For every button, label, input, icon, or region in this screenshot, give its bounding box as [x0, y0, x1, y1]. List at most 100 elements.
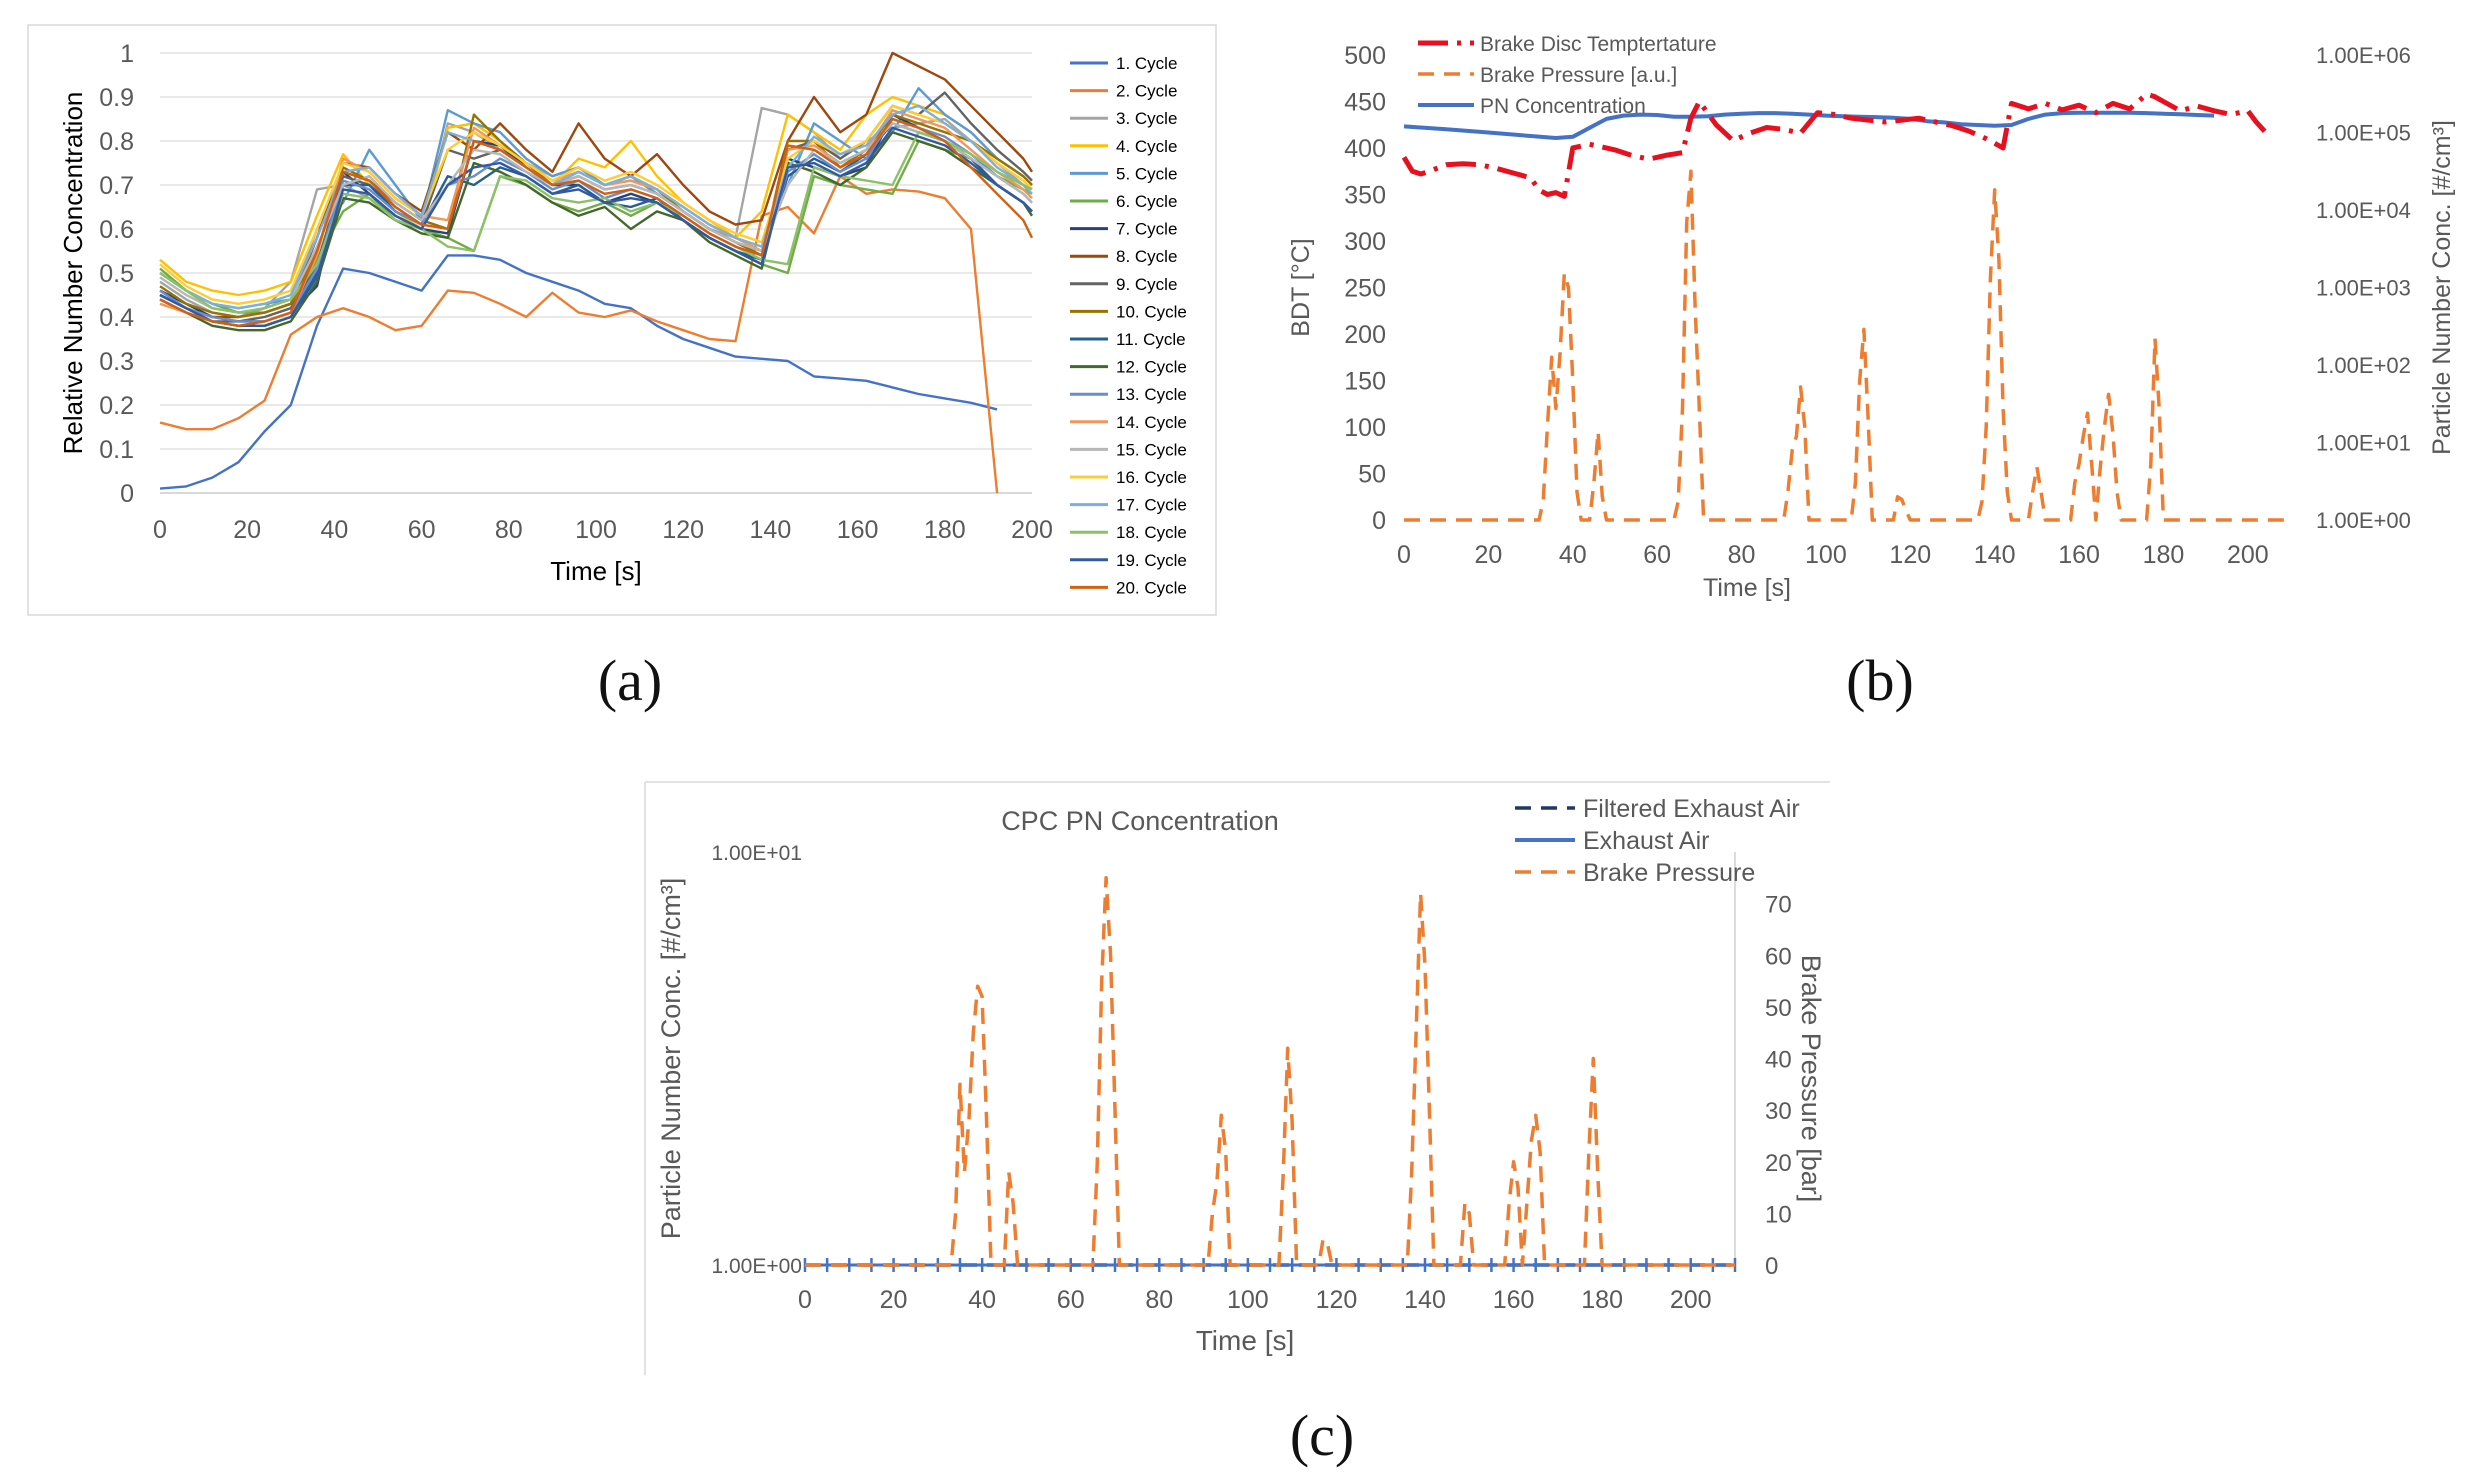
a-legend-label-9: 9. Cycle [1116, 275, 1177, 294]
b-y2-tick-label: 1.00E+04 [2316, 198, 2411, 223]
a-series-line-17 [159, 104, 1033, 310]
c-y2-tick-label: 70 [1765, 892, 1792, 919]
chart-c: CPC PN Concentration 1.00E+00 1.00E+01 0 10 2… [656, 795, 1826, 1356]
a-y-tick-label: 0 [120, 480, 134, 508]
a-series-line-1 [159, 254, 998, 490]
b-legend-label-2: Brake Pressure [a.u.] [1480, 64, 1677, 87]
c-legend-label-2: Exhaust Air [1583, 827, 1709, 855]
a-series-line-16 [159, 104, 1033, 305]
a-legend-label-6: 6. Cycle [1116, 192, 1177, 211]
a-y-tick-label: 0.3 [99, 348, 134, 376]
a-x-axis-label: Time [s] [550, 556, 641, 586]
a-legend-label-16: 16. Cycle [1116, 468, 1187, 487]
b-y-tick-label: 100 [1344, 414, 1386, 442]
c-y2-tick-label: 10 [1765, 1201, 1792, 1228]
a-x-tick-label: 20 [233, 516, 261, 544]
b-y-tick-label: 150 [1344, 368, 1386, 396]
a-x-tick-label: 100 [575, 516, 617, 544]
a-y-tick-label: 0.1 [99, 436, 134, 464]
c-x-tick-label: 200 [1670, 1286, 1712, 1314]
a-y-tick-label: 0.2 [99, 392, 134, 420]
a-series-line-15 [159, 122, 1033, 314]
b-x-tick-label: 120 [1889, 541, 1931, 569]
b-y2-tick-label: 1.00E+02 [2316, 353, 2411, 378]
a-x-tick-label: 180 [924, 516, 966, 544]
b-x-tick-label: 160 [2058, 541, 2100, 569]
c-y2-tick-label: 0 [1765, 1253, 1778, 1280]
b-y-tick-label: 300 [1344, 228, 1386, 256]
b-y2-tick-label: 1.00E+06 [2316, 43, 2411, 68]
c-y2-tick-label: 40 [1765, 1047, 1792, 1074]
a-x-tick-label: 60 [408, 516, 436, 544]
a-y-axis-label: Relative Number Concentration [58, 92, 88, 455]
a-series-line-18 [159, 130, 1033, 314]
b-x-tick-label: 180 [2143, 541, 2185, 569]
b-y-tick-label: 250 [1344, 275, 1386, 303]
a-legend-label-10: 10. Cycle [1116, 302, 1187, 321]
c-x-tick-label: 120 [1316, 1286, 1358, 1314]
a-series-line-20 [159, 117, 1034, 327]
a-series-line-19 [159, 126, 1033, 327]
c-x-tick-label: 180 [1581, 1286, 1623, 1314]
a-legend-label-12: 12. Cycle [1116, 358, 1187, 377]
a-y-tick-label: 0.5 [99, 260, 134, 288]
a-x-tick-label: 140 [750, 516, 792, 544]
a-x-tick-label: 200 [1011, 516, 1053, 544]
a-legend-label-18: 18. Cycle [1116, 523, 1187, 542]
b-y-axis-label: BDT [°C] [1287, 238, 1315, 336]
b-y-tick-label: 500 [1344, 42, 1386, 70]
c-series-line-3 [805, 876, 1735, 1267]
a-y-tick-label: 0.8 [99, 128, 134, 156]
c-y2-tick-label: 20 [1765, 1150, 1792, 1177]
a-legend-label-19: 19. Cycle [1116, 551, 1187, 570]
a-legend-label-14: 14. Cycle [1116, 413, 1187, 432]
b-y2-tick-label: 1.00E+01 [2316, 431, 2411, 456]
c-legend-label-1: Filtered Exhaust Air [1583, 795, 1800, 823]
b-y-tick-label: 200 [1344, 321, 1386, 349]
b-x-tick-label: 0 [1397, 541, 1411, 569]
c-y2-tick-label: 50 [1765, 995, 1792, 1022]
a-legend-label-13: 13. Cycle [1116, 385, 1187, 404]
c-y2-axis-label: Brake Pressure [bar] [1796, 955, 1826, 1203]
c-x-tick-label: 80 [1145, 1286, 1173, 1314]
b-x-tick-label: 20 [1474, 541, 1502, 569]
b-x-tick-label: 80 [1728, 541, 1756, 569]
c-x-tick-label: 20 [880, 1286, 908, 1314]
b-y-tick-label: 50 [1358, 461, 1386, 489]
a-legend-label-15: 15. Cycle [1116, 440, 1187, 459]
b-x-tick-label: 40 [1559, 541, 1587, 569]
b-y-tick-label: 0 [1372, 507, 1386, 535]
a-y-tick-label: 1 [120, 40, 134, 68]
c-y-tick-label: 1.00E+00 [711, 1255, 802, 1278]
a-series-line-4 [159, 95, 1033, 297]
a-legend-label-11: 11. Cycle [1116, 330, 1186, 349]
b-legend-label-1: Brake Disc Temptertature [1480, 33, 1717, 56]
b-y2-tick-label: 1.00E+03 [2316, 276, 2411, 301]
b-series-line-1 [1401, 91, 2267, 199]
a-legend-label-1: 1. Cycle [1116, 54, 1177, 73]
a-y-tick-label: 0.9 [99, 84, 134, 112]
a-x-tick-label: 40 [320, 516, 348, 544]
caption-b: (b) [1846, 648, 1914, 713]
b-y2-axis-label: Particle Number Conc. [#/cm³] [2428, 120, 2456, 455]
c-legend-label-3: Brake Pressure [1583, 859, 1755, 887]
a-y-tick-label: 0.4 [99, 304, 134, 332]
c-x-tick-label: 0 [798, 1286, 812, 1314]
chart-a: 0 0.1 0.2 0.3 0.4 0.5 0.6 0.7 0.8 0.9 1 0 20 40 60 80 10… [58, 40, 1187, 597]
c-x-tick-label: 60 [1057, 1286, 1085, 1314]
c-chart-title: CPC PN Concentration [1001, 806, 1279, 836]
b-y2-tick-label: 1.00E+00 [2316, 508, 2411, 533]
a-y-tick-label: 0.6 [99, 216, 134, 244]
b-y-tick-label: 450 [1344, 89, 1386, 117]
b-y2-tick-label: 1.00E+05 [2316, 121, 2411, 146]
a-x-tick-label: 80 [495, 516, 523, 544]
a-x-tick-label: 160 [837, 516, 879, 544]
a-legend-label-4: 4. Cycle [1116, 137, 1177, 156]
a-legend-label-20: 20. Cycle [1116, 578, 1187, 597]
chart-b: 0501001502002503003504004505001.00E+001.… [1287, 33, 2456, 602]
b-y-tick-label: 400 [1344, 135, 1386, 163]
a-legend-label-7: 7. Cycle [1116, 220, 1177, 239]
c-y2-tick-label: 30 [1765, 1098, 1792, 1125]
a-series-line-8 [159, 51, 1034, 319]
